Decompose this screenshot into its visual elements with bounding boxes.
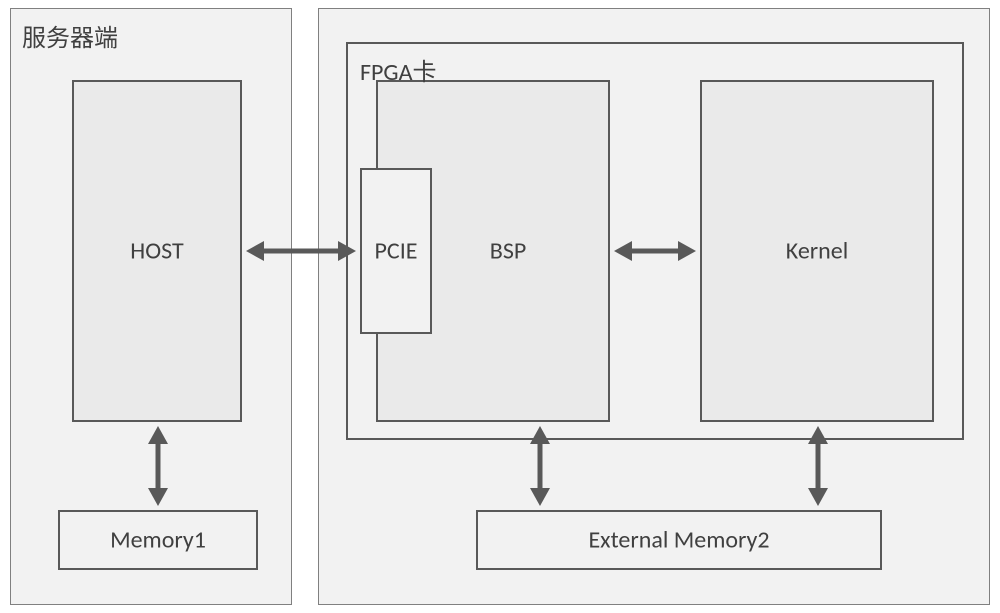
fpga_title-label: FPGA卡 bbox=[360, 52, 436, 87]
pcie-label: PCIE bbox=[375, 237, 418, 266]
host-label: HOST bbox=[130, 237, 183, 266]
memory1-label: Memory1 bbox=[110, 526, 206, 555]
ext_memory-label: External Memory2 bbox=[588, 526, 769, 555]
bsp-label: BSP bbox=[490, 237, 526, 266]
kernel-label: Kernel bbox=[786, 237, 848, 266]
diagram-stage: 服务器端 HOST Memory1 FPGA卡 PCIE BSP Kernel Externa… bbox=[0, 0, 1000, 613]
server_title-label: 服务器端 bbox=[22, 18, 118, 53]
